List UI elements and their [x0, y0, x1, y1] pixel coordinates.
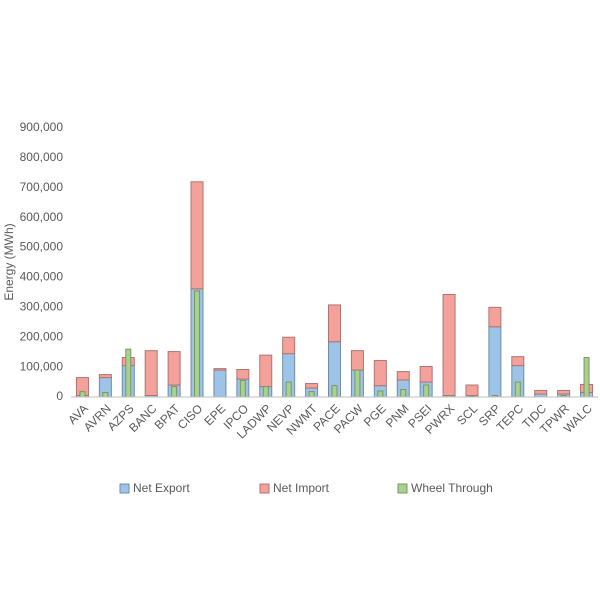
bar-segment	[488, 326, 502, 398]
legend-label: Wheel Through	[411, 481, 493, 495]
overlay-bar	[583, 357, 590, 398]
x-tick-label: BPAT	[152, 401, 183, 432]
bar-segment	[442, 293, 456, 397]
bar-segment	[396, 371, 410, 381]
y-tick-label: 500,000	[20, 240, 64, 254]
overlay-bar	[331, 385, 338, 398]
bar-segment	[144, 350, 158, 397]
bar-segment	[465, 384, 479, 397]
legend-label: Net Export	[133, 481, 190, 495]
y-tick-label: 600,000	[20, 210, 64, 224]
x-tick-label: TEPC	[494, 401, 527, 434]
bar-segment	[557, 389, 571, 395]
legend-swatch	[119, 483, 130, 494]
overlay-bar	[79, 391, 86, 398]
y-tick-label: 800,000	[20, 150, 64, 164]
x-tick-label: CISO	[175, 401, 206, 432]
overlay-bar	[125, 348, 132, 398]
overlay-bar	[285, 381, 292, 398]
overlay-bar	[377, 390, 384, 398]
overlay-bar	[239, 380, 246, 398]
bar-segment	[98, 374, 112, 379]
bar-segment	[213, 369, 227, 398]
overlay-bar	[194, 290, 201, 398]
bar-segment	[213, 368, 227, 371]
overlay-bar	[308, 391, 315, 398]
y-tick-label: 200,000	[20, 329, 64, 343]
legend-label: Net Import	[273, 481, 330, 495]
bar-segment	[534, 389, 548, 395]
x-tick-label: SCL	[454, 401, 481, 428]
overlay-bar	[262, 386, 269, 398]
y-tick-label: 400,000	[20, 270, 64, 284]
bar-segment	[373, 360, 387, 387]
y-tick-label: 700,000	[20, 180, 64, 194]
bar-segment	[488, 306, 502, 328]
bar-segment	[419, 366, 433, 383]
y-axis-title: Energy (MWh)	[2, 223, 16, 300]
y-tick-label: 900,000	[20, 120, 64, 134]
bar-segment	[328, 304, 341, 343]
overlay-bar	[171, 386, 178, 398]
bar-segment	[236, 369, 250, 380]
bar-segment	[190, 181, 204, 290]
bar-segment	[282, 336, 296, 355]
bar-segment	[167, 351, 181, 386]
bar-segment	[305, 383, 319, 389]
overlay-bar	[400, 389, 407, 398]
overlay-bar	[354, 369, 361, 398]
y-tick-label: 100,000	[20, 359, 64, 373]
bar-segment	[259, 354, 273, 388]
y-tick-label: 300,000	[20, 300, 64, 314]
overlay-bar	[423, 384, 430, 398]
legend-swatch	[397, 483, 408, 494]
x-tick-label: PGE	[361, 401, 389, 429]
overlay-bar	[514, 381, 521, 398]
x-tick-label: PNM	[383, 401, 412, 430]
overlay-bar	[102, 392, 109, 398]
bar-segment	[511, 356, 525, 367]
y-tick-label: 0	[56, 389, 63, 403]
bar-segment	[350, 350, 364, 371]
legend-swatch	[259, 483, 270, 494]
